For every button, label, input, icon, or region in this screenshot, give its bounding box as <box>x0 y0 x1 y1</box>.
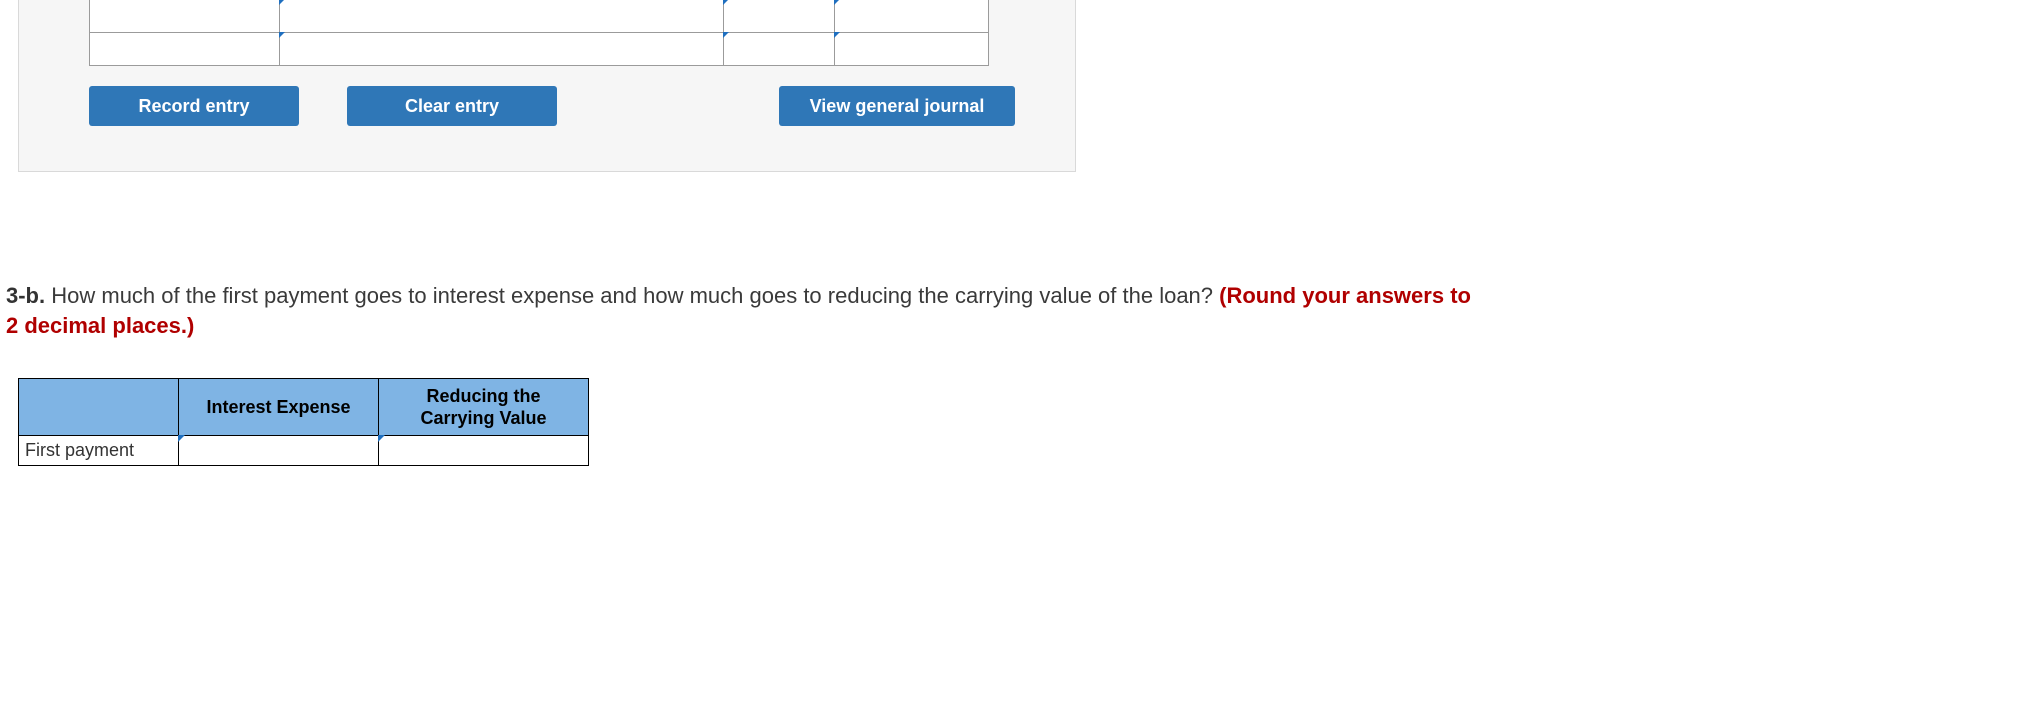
interest-expense-input[interactable] <box>179 436 379 466</box>
answer-header-interest-expense: Interest Expense <box>179 379 379 436</box>
reducing-carrying-value-input[interactable] <box>379 436 589 466</box>
journal-cell[interactable] <box>834 0 988 33</box>
record-entry-button[interactable]: Record entry <box>89 86 299 126</box>
answer-header-reducing-carrying-value: Reducing the Carrying Value <box>379 379 589 436</box>
journal-cell[interactable] <box>724 33 835 66</box>
table-row <box>90 0 989 33</box>
answer-header-blank <box>19 379 179 436</box>
journal-entry-card: Record entry Clear entry View general jo… <box>18 0 1076 172</box>
question-text: How much of the first payment goes to in… <box>51 283 1213 308</box>
view-general-journal-button[interactable]: View general journal <box>779 86 1015 126</box>
journal-cell[interactable] <box>724 0 835 33</box>
journal-cell[interactable] <box>90 0 280 33</box>
journal-button-row: Record entry Clear entry View general jo… <box>89 86 1015 126</box>
question-label: 3-b. <box>6 283 45 308</box>
question-3b: 3-b. How much of the first payment goes … <box>6 281 1486 341</box>
journal-cell[interactable] <box>834 33 988 66</box>
table-row: Interest Expense Reducing the Carrying V… <box>19 379 589 436</box>
answer-row-label: First payment <box>19 436 179 466</box>
journal-entry-grid <box>89 0 989 66</box>
journal-cell[interactable] <box>90 33 280 66</box>
journal-cell[interactable] <box>280 33 724 66</box>
table-row: First payment <box>19 436 589 466</box>
journal-cell[interactable] <box>280 0 724 33</box>
answer-table: Interest Expense Reducing the Carrying V… <box>18 378 589 466</box>
table-row <box>90 33 989 66</box>
clear-entry-button[interactable]: Clear entry <box>347 86 557 126</box>
